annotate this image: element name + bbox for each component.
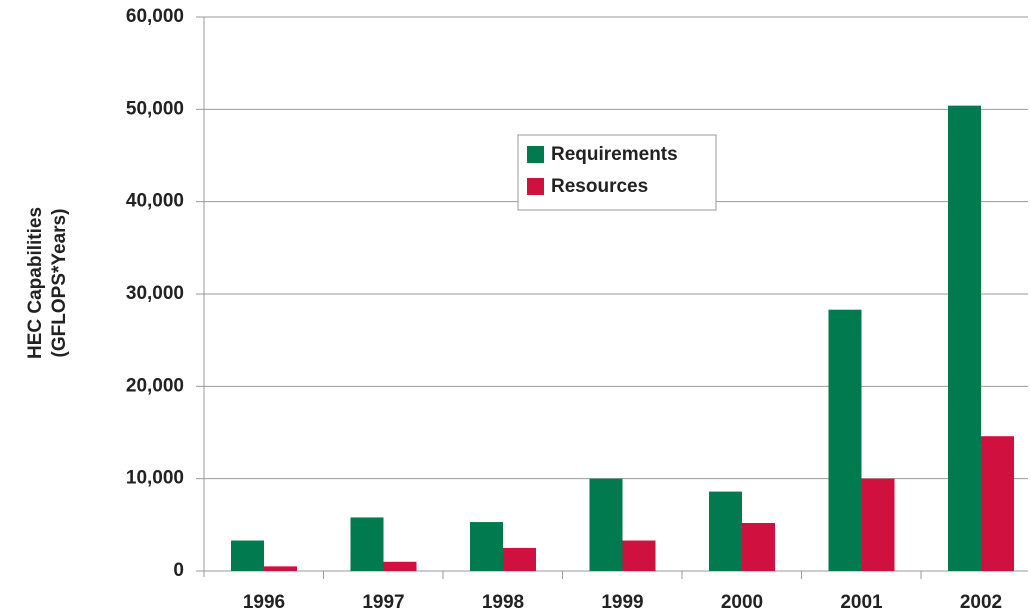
x-tick-label: 2001 [840,592,883,613]
bar [264,566,297,571]
x-tick-label: 1999 [601,592,643,613]
x-tick-label: 1998 [482,592,524,613]
legend-label: Requirements [551,144,678,165]
bar [350,517,384,571]
y-tick-label: 0 [173,560,184,581]
bar [709,491,742,571]
bar [742,522,775,571]
x-tick-label: 1996 [243,592,285,613]
x-tick-label: 1997 [362,592,404,613]
y-tick-label: 60,000 [126,6,184,27]
x-tick-label: 2000 [721,592,763,613]
x-tick-label: 2002 [960,592,1002,613]
bar [622,540,656,571]
bar [981,436,1014,571]
y-axis-label: (GFLOPS*Years) [49,209,70,358]
legend-box [517,134,717,211]
bar [861,478,895,571]
legend-swatch [527,146,544,163]
legend-swatch [527,178,544,195]
bar [470,522,503,571]
y-tick-label: 10,000 [126,468,184,489]
y-tick-label: 30,000 [126,283,184,304]
bar [503,547,536,571]
bar [828,309,862,571]
bar [231,540,264,571]
bar [383,561,417,571]
y-axis-label: HEC Capabilities [25,207,46,359]
bar [589,478,623,571]
y-tick-label: 50,000 [126,98,184,119]
y-tick-label: 40,000 [126,191,184,212]
bar [948,105,981,571]
legend-label: Resources [551,176,648,197]
y-tick-label: 20,000 [126,375,184,396]
